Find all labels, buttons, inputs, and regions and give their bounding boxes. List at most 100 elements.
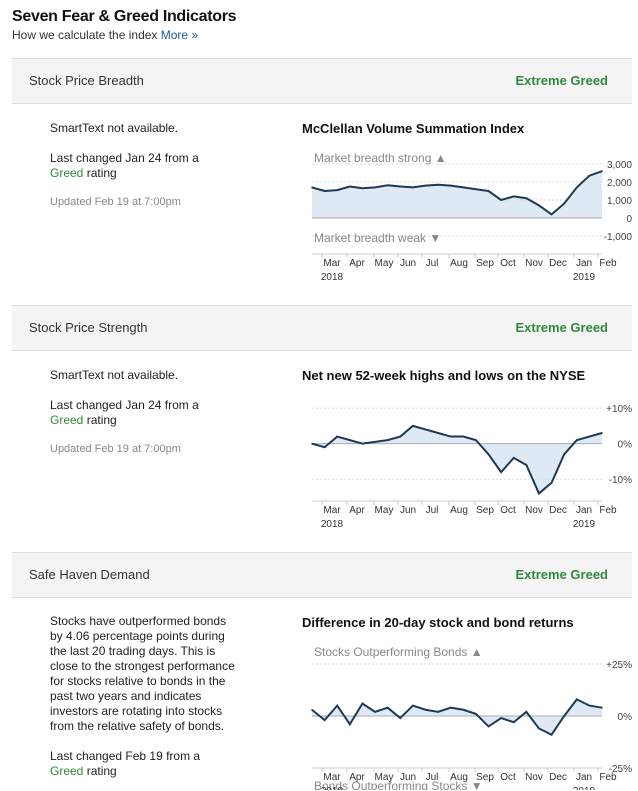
section-details: SmartText not available. Last changed Ja… xyxy=(50,368,240,457)
x-tick-label: Sep xyxy=(476,505,494,516)
data-point xyxy=(462,708,465,711)
smarttext: Stocks have outperformed bonds by 4.06 p… xyxy=(50,614,235,733)
data-point xyxy=(323,446,326,449)
x-tick-label: Feb xyxy=(599,772,617,783)
data-point xyxy=(399,717,402,719)
year-label: 2019 xyxy=(573,519,596,530)
x-tick-label: Nov xyxy=(525,258,543,269)
data-point xyxy=(538,204,540,207)
x-tick-label: Sep xyxy=(476,258,494,269)
y-tick-label: 0% xyxy=(618,440,633,451)
data-point xyxy=(449,435,452,438)
last-changed-text: Last changed Feb 19 from a xyxy=(50,749,201,763)
x-tick-label: Apr xyxy=(349,258,365,269)
last-changed-text: Last changed Jan 24 from a xyxy=(50,398,199,412)
last-changed: Last changed Jan 24 from a Greed rating xyxy=(50,151,240,181)
data-point xyxy=(386,439,389,441)
data-point xyxy=(512,721,515,724)
data-point xyxy=(336,435,339,438)
section-safe-haven-demand: Safe Haven Demand Extreme Greed Stocks h… xyxy=(12,552,632,791)
x-tick-label: Mar xyxy=(323,258,341,269)
data-point xyxy=(475,713,477,715)
year-label: 2019 xyxy=(573,272,596,283)
y-tick-label: 2,000 xyxy=(607,178,632,189)
data-point xyxy=(525,464,528,466)
section-header[interactable]: Safe Haven Demand Extreme Greed xyxy=(12,552,632,598)
data-point xyxy=(475,439,477,441)
last-changed-rating: Greed xyxy=(50,166,84,180)
data-point xyxy=(525,711,528,713)
data-point xyxy=(462,435,465,438)
x-tick-label: Nov xyxy=(525,772,543,783)
x-tick-label: Aug xyxy=(450,772,468,783)
year-label: 2018 xyxy=(321,272,344,283)
data-point xyxy=(336,189,339,191)
data-point xyxy=(575,439,578,441)
x-tick-label: Feb xyxy=(599,505,617,516)
y-tick-label: -25% xyxy=(609,764,632,775)
section-header[interactable]: Stock Price Strength Extreme Greed xyxy=(12,305,632,351)
chart: +25% 0% -25% Stocks Outperforming Bonds ▲ Bo… xyxy=(311,645,633,790)
page-subtitle: How we calculate the index More » xyxy=(12,28,198,42)
x-tick-label: Jul xyxy=(426,505,439,516)
smarttext: SmartText not available. xyxy=(50,121,179,135)
data-point xyxy=(412,186,414,189)
section-rating: Extreme Greed xyxy=(515,73,609,88)
data-point xyxy=(323,190,326,192)
chart-title: McClellan Volume Summation Index xyxy=(302,121,525,136)
y-tick-label: -10% xyxy=(609,475,632,486)
x-tick-label: Apr xyxy=(349,772,365,783)
x-tick-label: Jun xyxy=(400,505,416,516)
data-point xyxy=(500,717,502,719)
area-fill xyxy=(312,425,602,494)
data-point xyxy=(601,170,603,172)
data-point xyxy=(374,711,376,713)
page-title: Seven Fear & Greed Indicators xyxy=(12,8,237,25)
data-point xyxy=(349,439,351,441)
data-point xyxy=(449,706,452,709)
data-point xyxy=(437,432,439,434)
data-point xyxy=(601,432,603,434)
x-tick-label: Apr xyxy=(349,505,365,516)
data-point xyxy=(349,185,351,188)
x-tick-label: Jan xyxy=(576,258,592,269)
data-point xyxy=(500,471,502,473)
section-stock-price-strength: Stock Price Strength Extreme Greed Smart… xyxy=(12,305,632,550)
section-details: SmartText not available. Last changed Ja… xyxy=(50,121,240,210)
section-header[interactable]: Stock Price Breadth Extreme Greed xyxy=(12,58,632,104)
x-tick-label: May xyxy=(375,258,394,269)
data-point xyxy=(336,704,339,707)
chart: 3,000 2,000 1,000 0 -1,000 Market breadth str… xyxy=(311,151,633,283)
y-tick-label: -1,000 xyxy=(604,232,633,243)
data-point xyxy=(449,184,452,187)
data-point xyxy=(361,702,364,705)
section-name: Stock Price Breadth xyxy=(29,73,144,88)
x-tick-label: Oct xyxy=(500,258,516,269)
x-tick-label: Nov xyxy=(525,505,543,516)
y-tick-label: +10% xyxy=(606,404,632,415)
y-tick-label: 0% xyxy=(618,712,633,723)
data-point xyxy=(311,186,313,189)
x-tick-label: Dec xyxy=(549,505,567,516)
x-tick-label: Dec xyxy=(549,258,567,269)
section-stock-price-breadth: Stock Price Breadth Extreme Greed SmartT… xyxy=(12,58,632,303)
last-changed: Last changed Jan 24 from a Greed rating xyxy=(50,398,240,428)
data-point xyxy=(424,428,427,431)
data-point xyxy=(374,441,376,443)
data-point xyxy=(487,725,490,728)
data-point xyxy=(538,727,540,730)
data-point xyxy=(575,698,578,701)
smarttext: SmartText not available. xyxy=(50,368,179,382)
y-tick-label: 3,000 xyxy=(607,160,632,171)
upper-label: Market breadth strong ▲ xyxy=(314,151,447,165)
section-name: Safe Haven Demand xyxy=(29,567,150,582)
area-fill xyxy=(312,171,602,218)
x-tick-label: Jul xyxy=(426,772,439,783)
lower-label: Market breadth weak ▼ xyxy=(314,231,441,245)
more-link[interactable]: More » xyxy=(160,28,199,42)
data-point xyxy=(424,708,427,711)
data-point xyxy=(563,715,565,717)
section-name: Stock Price Strength xyxy=(29,320,148,335)
data-point xyxy=(424,184,427,187)
x-tick-label: May xyxy=(375,505,394,516)
